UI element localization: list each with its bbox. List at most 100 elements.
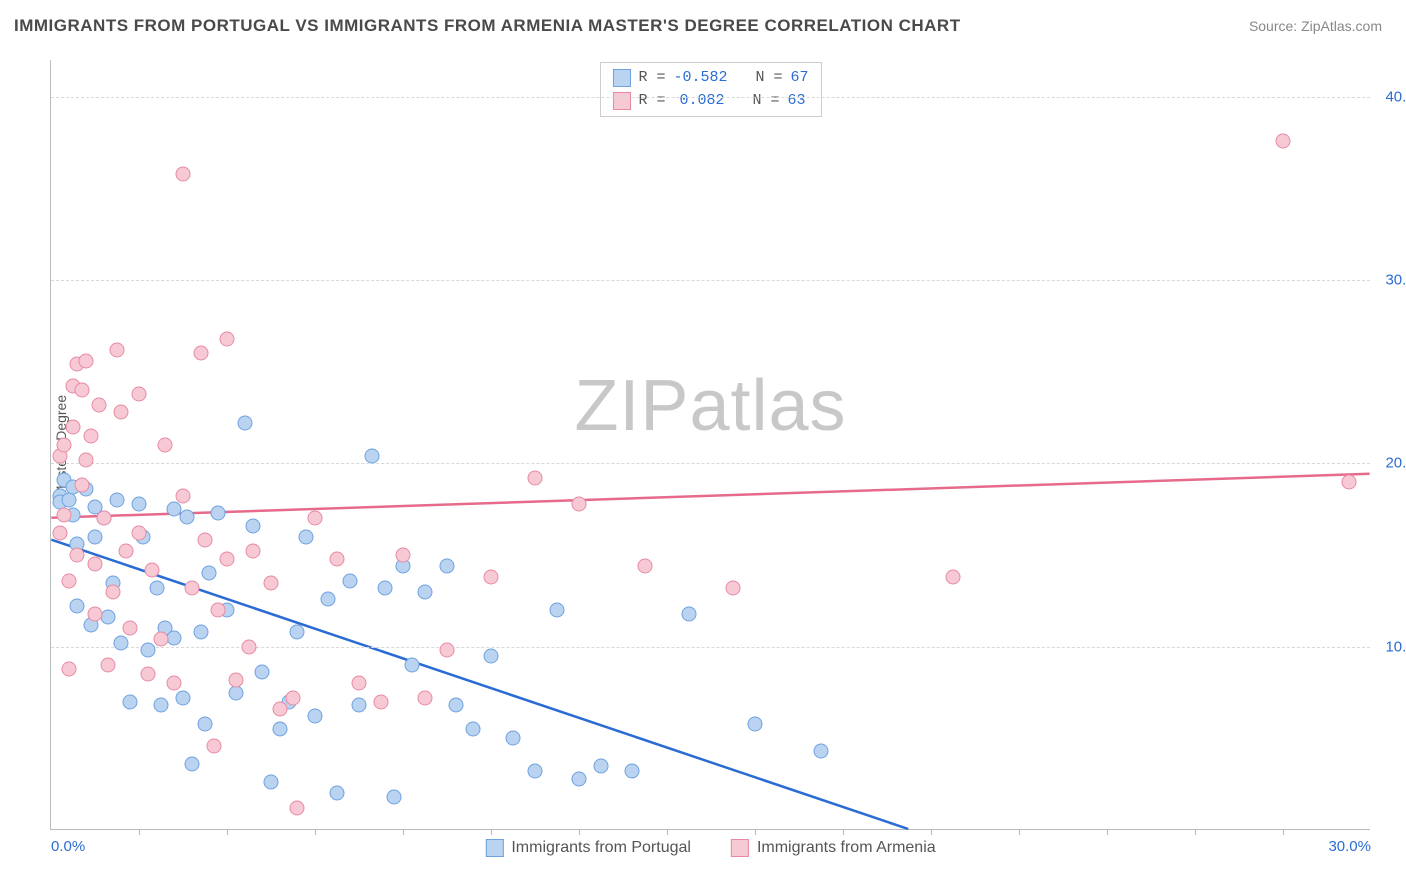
x-tick-mark bbox=[227, 829, 228, 835]
scatter-point bbox=[140, 643, 155, 658]
scatter-point bbox=[176, 166, 191, 181]
legend-r-label: R = bbox=[638, 67, 665, 90]
scatter-point bbox=[70, 548, 85, 563]
scatter-point bbox=[484, 570, 499, 585]
scatter-point bbox=[228, 685, 243, 700]
scatter-point bbox=[118, 544, 133, 559]
legend-swatch-portugal-icon bbox=[485, 839, 503, 857]
scatter-point bbox=[387, 790, 402, 805]
x-tick-mark bbox=[843, 829, 844, 835]
gridline bbox=[51, 280, 1370, 281]
scatter-point bbox=[66, 419, 81, 434]
legend-n-label: N = bbox=[753, 90, 780, 113]
y-tick-label: 10.0% bbox=[1385, 638, 1406, 655]
legend-item-portugal: Immigrants from Portugal bbox=[485, 839, 691, 857]
scatter-point bbox=[101, 610, 116, 625]
scatter-point bbox=[123, 694, 138, 709]
scatter-point bbox=[528, 764, 543, 779]
scatter-point bbox=[440, 643, 455, 658]
scatter-point bbox=[572, 771, 587, 786]
scatter-point bbox=[154, 698, 169, 713]
scatter-point bbox=[79, 452, 94, 467]
scatter-point bbox=[506, 731, 521, 746]
x-tick-label: 30.0% bbox=[1328, 838, 1371, 855]
scatter-point bbox=[176, 489, 191, 504]
scatter-point bbox=[299, 529, 314, 544]
scatter-point bbox=[246, 518, 261, 533]
chart-title: IMMIGRANTS FROM PORTUGAL VS IMMIGRANTS F… bbox=[14, 16, 961, 36]
gridline bbox=[51, 463, 1370, 464]
watermark: ZIPatlas bbox=[574, 365, 846, 447]
scatter-point bbox=[52, 526, 67, 541]
scatter-point bbox=[211, 505, 226, 520]
scatter-point bbox=[343, 573, 358, 588]
scatter-point bbox=[70, 599, 85, 614]
scatter-point bbox=[237, 416, 252, 431]
scatter-point bbox=[114, 405, 129, 420]
scatter-point bbox=[184, 757, 199, 772]
scatter-point bbox=[242, 639, 257, 654]
scatter-point bbox=[211, 603, 226, 618]
scatter-point bbox=[624, 764, 639, 779]
scatter-point bbox=[61, 493, 76, 508]
scatter-point bbox=[220, 331, 235, 346]
x-tick-mark bbox=[139, 829, 140, 835]
scatter-point bbox=[198, 533, 213, 548]
scatter-point bbox=[202, 566, 217, 581]
correlation-legend: R = -0.582 N = 67 R = 0.082 N = 63 bbox=[599, 62, 821, 117]
scatter-point bbox=[330, 786, 345, 801]
trend-line bbox=[51, 474, 1369, 518]
x-tick-mark bbox=[1195, 829, 1196, 835]
scatter-point bbox=[946, 570, 961, 585]
y-tick-label: 20.0% bbox=[1385, 455, 1406, 472]
scatter-point bbox=[88, 557, 103, 572]
scatter-point bbox=[61, 573, 76, 588]
legend-r-value-armenia: 0.082 bbox=[673, 90, 724, 113]
scatter-point bbox=[638, 559, 653, 574]
y-tick-label: 30.0% bbox=[1385, 272, 1406, 289]
scatter-point bbox=[101, 658, 116, 673]
x-tick-mark bbox=[1107, 829, 1108, 835]
scatter-point bbox=[290, 801, 305, 816]
scatter-point bbox=[57, 438, 72, 453]
scatter-point bbox=[272, 722, 287, 737]
gridline bbox=[51, 97, 1370, 98]
scatter-point bbox=[110, 493, 125, 508]
scatter-point bbox=[149, 581, 164, 596]
scatter-point bbox=[132, 386, 147, 401]
scatter-point bbox=[352, 698, 367, 713]
scatter-point bbox=[330, 551, 345, 566]
scatter-point bbox=[110, 342, 125, 357]
legend-item-armenia: Immigrants from Armenia bbox=[731, 839, 936, 857]
x-tick-mark bbox=[403, 829, 404, 835]
scatter-point bbox=[88, 529, 103, 544]
legend-label-portugal: Immigrants from Portugal bbox=[511, 839, 691, 857]
scatter-point bbox=[198, 716, 213, 731]
scatter-plot-area: ZIPatlas R = -0.582 N = 67 R = 0.082 N =… bbox=[50, 60, 1370, 830]
scatter-point bbox=[132, 496, 147, 511]
scatter-point bbox=[448, 698, 463, 713]
scatter-point bbox=[466, 722, 481, 737]
scatter-point bbox=[114, 636, 129, 651]
legend-r-value-portugal: -0.582 bbox=[673, 67, 727, 90]
x-tick-mark bbox=[667, 829, 668, 835]
scatter-point bbox=[246, 544, 261, 559]
legend-swatch-portugal bbox=[612, 69, 630, 87]
scatter-point bbox=[83, 428, 98, 443]
legend-n-value-portugal: 67 bbox=[791, 67, 809, 90]
scatter-point bbox=[418, 584, 433, 599]
source-attribution: Source: ZipAtlas.com bbox=[1249, 18, 1382, 34]
scatter-point bbox=[57, 507, 72, 522]
scatter-point bbox=[290, 625, 305, 640]
scatter-point bbox=[206, 738, 221, 753]
scatter-point bbox=[374, 694, 389, 709]
legend-row-portugal: R = -0.582 N = 67 bbox=[612, 67, 808, 90]
scatter-point bbox=[396, 548, 411, 563]
scatter-point bbox=[321, 592, 336, 607]
scatter-point bbox=[132, 526, 147, 541]
scatter-point bbox=[105, 584, 120, 599]
trend-lines bbox=[51, 60, 1370, 829]
scatter-point bbox=[140, 667, 155, 682]
scatter-point bbox=[193, 346, 208, 361]
legend-swatch-armenia bbox=[612, 92, 630, 110]
